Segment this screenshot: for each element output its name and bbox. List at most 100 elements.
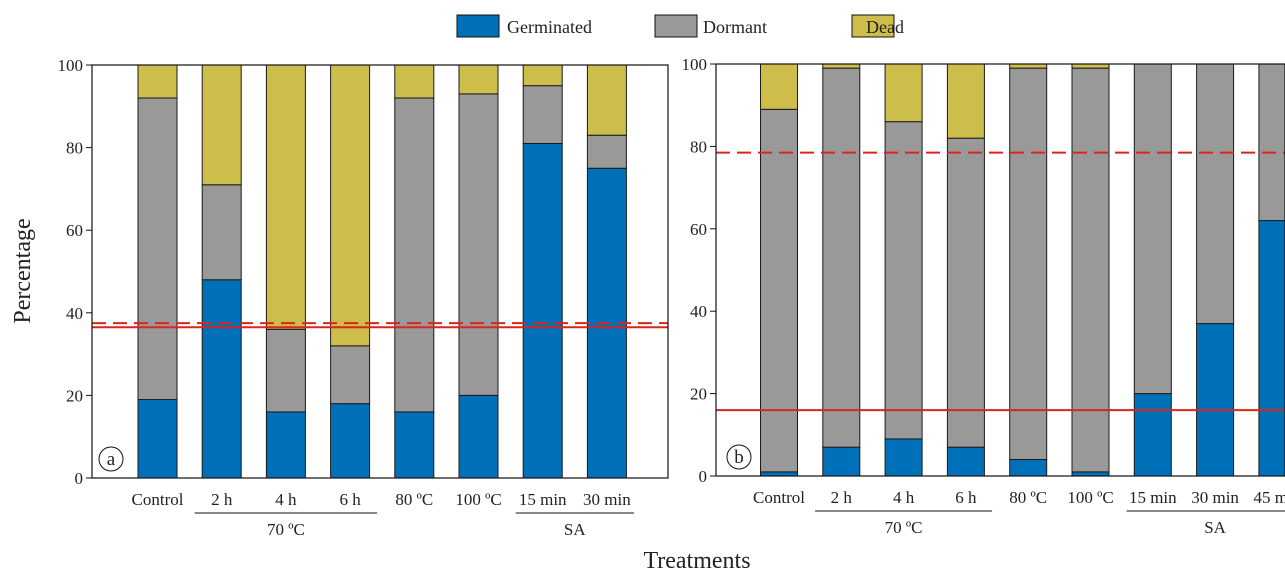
legend-label-dead: Dead: [866, 17, 904, 37]
x-tick-label-15-min: 15 min: [519, 490, 567, 509]
panel-a: 0 20 40 60 80 100 Control 2 h 4 h 6 h 80 ºC 100 ºC 1…: [58, 56, 669, 539]
bar-germinated-2-h: [822, 446, 861, 477]
bar-germinated-45-min: [1258, 220, 1285, 477]
bar-dead-100-c: [458, 64, 499, 95]
bar-germinated-100-c: [458, 394, 499, 479]
group-label-sa: SA: [564, 520, 586, 539]
bar-germinated-15-min: [522, 142, 563, 479]
x-tick-label-15-min: 15 min: [1129, 488, 1177, 507]
plot-frame: [715, 63, 1285, 477]
x-tick-label-control: Control: [132, 490, 184, 509]
bar-dormant-80-c: [1009, 67, 1048, 461]
y-tick-label: 40: [690, 302, 707, 321]
y-tick-label: 0: [75, 469, 84, 488]
bar-germinated-2-h: [201, 279, 242, 479]
group-label-70-c: 70 ºC: [267, 520, 305, 539]
bar-dead-4-h: [884, 63, 923, 123]
bar-dead-100-c: [1071, 63, 1110, 69]
bar-dead-control: [760, 63, 798, 110]
y-tick-label: 80: [66, 139, 83, 158]
y-tick-label: 100: [58, 56, 84, 75]
bar-dormant-2-h: [201, 184, 242, 281]
y-tick-label: 0: [699, 467, 708, 486]
y-tick-label: 20: [690, 385, 707, 404]
bar-germinated-15-min: [1133, 393, 1172, 477]
y-tick-label: 60: [66, 221, 83, 240]
y-tick-label: 40: [66, 304, 83, 323]
bar-germinated-control: [760, 471, 798, 477]
x-tick-label-4-h: 4 h: [275, 490, 297, 509]
x-axis-label: Treatments: [643, 548, 750, 573]
bar-dead-30-min: [586, 64, 627, 136]
bar-dead-80-c: [1009, 63, 1048, 69]
bar-germinated-6-h: [946, 446, 985, 477]
bar-dormant-4-h: [265, 328, 306, 413]
bar-dormant-2-h: [822, 67, 861, 448]
y-tick-label: 20: [66, 386, 83, 405]
bars: [760, 63, 1285, 477]
bar-germinated-30-min: [1196, 323, 1235, 477]
x-tick-label-100-c: 100 ºC: [455, 490, 501, 509]
y-tick-label: 100: [682, 55, 708, 74]
panel-label: b: [734, 447, 744, 468]
x-tick-label-6-h: 6 h: [955, 488, 977, 507]
group-label-sa: SA: [1204, 518, 1226, 537]
bar-germinated-80-c: [1009, 459, 1048, 477]
bar-dormant-6-h: [330, 345, 371, 405]
x-tick-label-4-h: 4 h: [893, 488, 915, 507]
x-tick-label-45-min: 45 min: [1254, 488, 1285, 507]
x-tick-label-2-h: 2 h: [211, 490, 233, 509]
bar-dormant-30-min: [1196, 63, 1235, 325]
bar-dormant-15-min: [1133, 63, 1172, 395]
bar-dormant-80-c: [394, 97, 435, 413]
legend-swatch-dormant: [654, 14, 698, 38]
bar-germinated-control: [137, 399, 178, 479]
bar-dead-2-h: [822, 63, 861, 69]
bar-dead-6-h: [946, 63, 985, 139]
panel-label-circle: [98, 446, 124, 472]
bar-germinated-100-c: [1071, 471, 1110, 477]
bar-dead-4-h: [265, 64, 306, 330]
plot-frame: [91, 64, 669, 479]
bar-germinated-4-h: [884, 438, 923, 477]
x-tick-label-2-h: 2 h: [831, 488, 853, 507]
bar-dead-6-h: [330, 64, 371, 347]
y-tick-label: 80: [690, 137, 707, 156]
group-label-70-c: 70 ºC: [885, 518, 923, 537]
bar-dormant-100-c: [458, 93, 499, 396]
x-tick-label-control: Control: [753, 488, 805, 507]
bar-dormant-45-min: [1258, 63, 1285, 222]
bar-germinated-80-c: [394, 411, 435, 479]
x-tick-label-30-min: 30 min: [1191, 488, 1239, 507]
bar-dead-15-min: [522, 64, 563, 87]
legend-label-germinated: Germinated: [507, 17, 592, 37]
bar-dormant-4-h: [884, 121, 923, 440]
bar-dormant-30-min: [586, 134, 627, 169]
bar-germinated-6-h: [330, 403, 371, 479]
bar-dormant-100-c: [1071, 67, 1110, 473]
x-tick-label-100-c: 100 ºC: [1067, 488, 1113, 507]
legend-swatch-dead: [851, 14, 895, 38]
legend-label-dormant: Dormant: [703, 17, 767, 37]
y-axis-label: Percentage: [10, 218, 36, 323]
bar-dormant-6-h: [946, 137, 985, 448]
bar-dormant-control: [137, 97, 178, 401]
bar-dead-80-c: [394, 64, 435, 99]
bar-dormant-control: [760, 108, 798, 473]
panel-label: a: [107, 449, 116, 470]
legend-swatch-germinated: [456, 14, 500, 38]
bar-dead-control: [137, 64, 178, 99]
y-tick-label: 60: [690, 220, 707, 239]
x-tick-label-80-c: 80 ºC: [395, 490, 433, 509]
panel-label-circle: [726, 444, 752, 470]
x-tick-label-6-h: 6 h: [339, 490, 361, 509]
bar-dormant-15-min: [522, 85, 563, 144]
x-tick-label-80-c: 80 ºC: [1009, 488, 1047, 507]
x-tick-label-30-min: 30 min: [583, 490, 631, 509]
bars: [137, 64, 627, 479]
bar-dead-2-h: [201, 64, 242, 186]
bar-germinated-4-h: [265, 411, 306, 479]
panel-b: 0 20 40 60 80 100 Control 2 h 4 h 6 h 80 ºC 100 ºC 1…: [682, 55, 1285, 537]
legend: Germinated Dormant Dead: [456, 14, 904, 38]
